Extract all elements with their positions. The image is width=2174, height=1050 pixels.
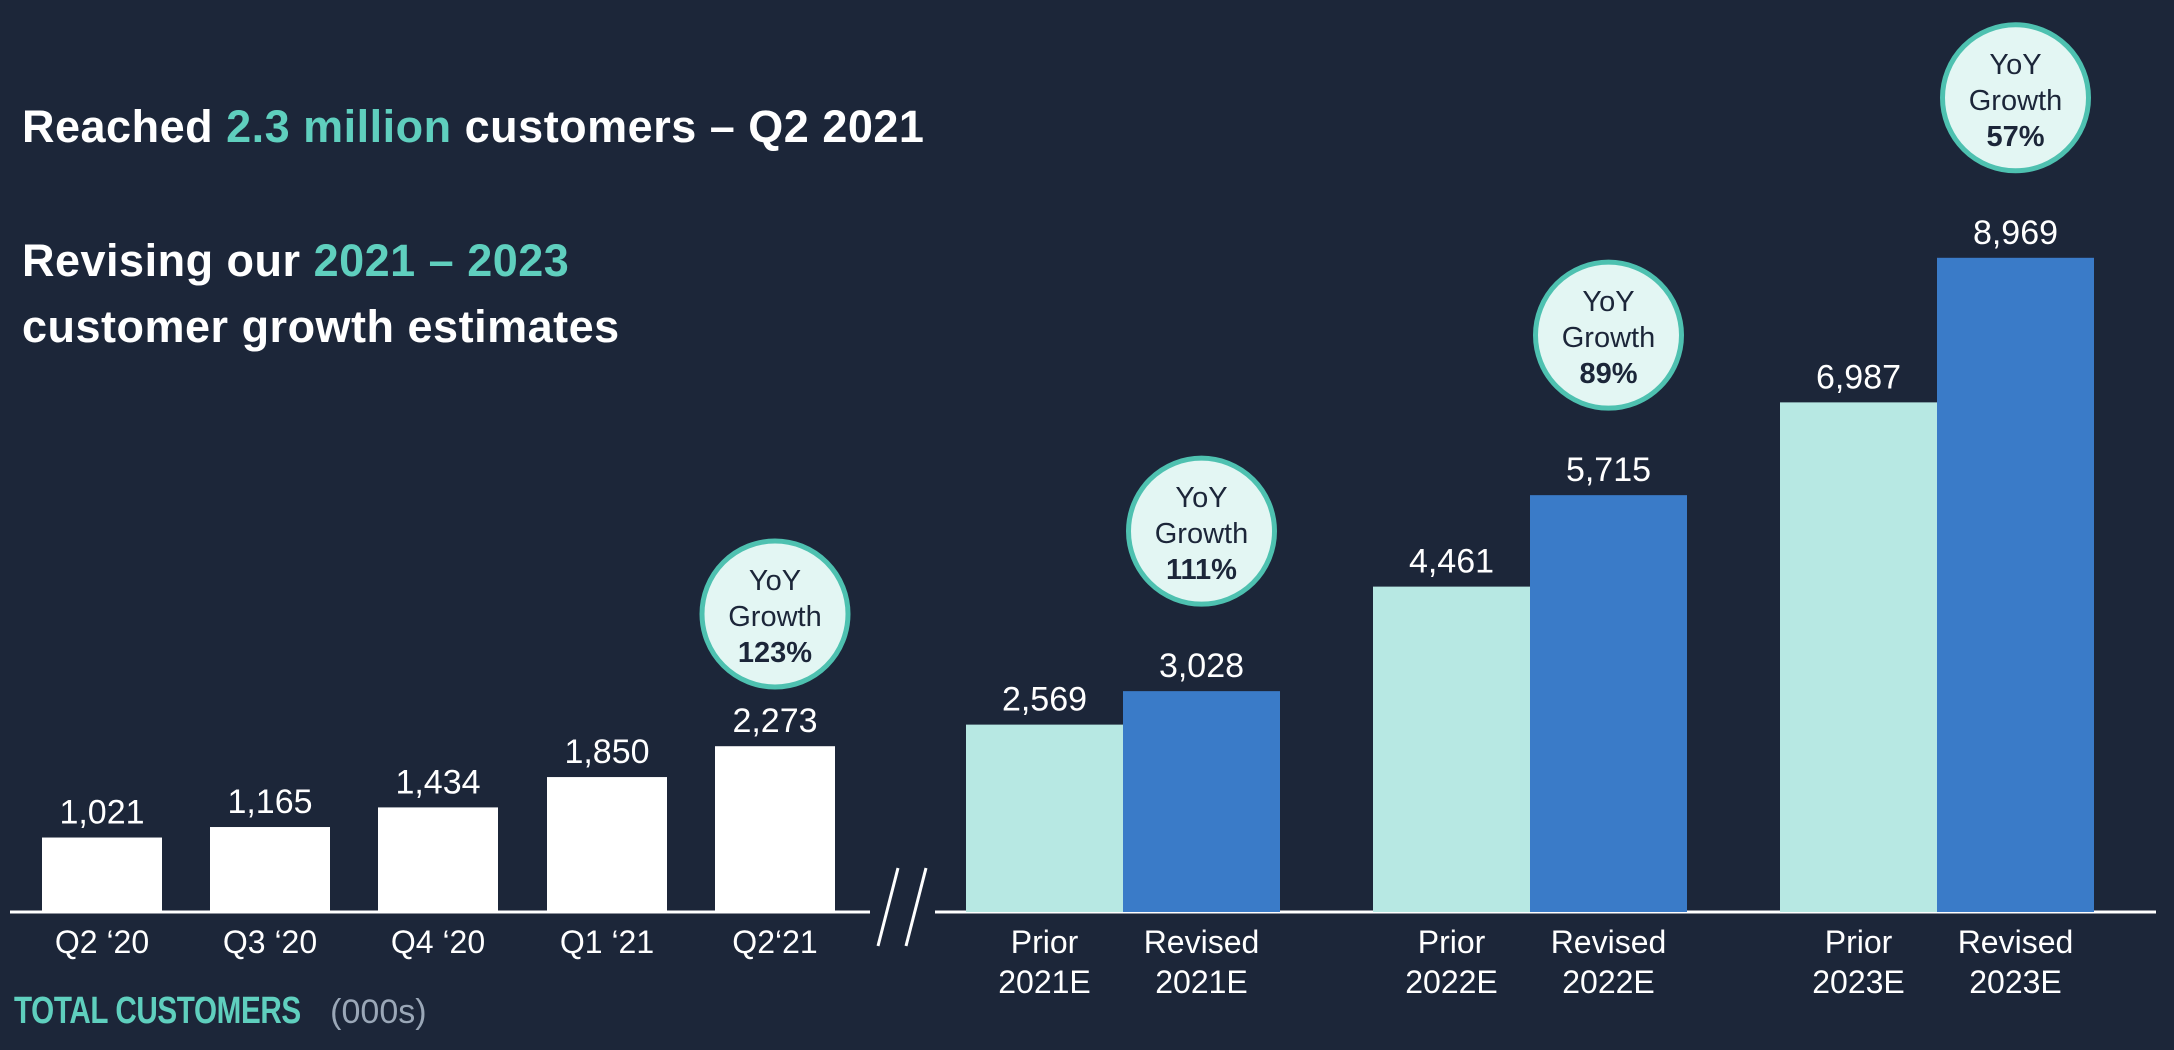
bar-2 [378, 807, 498, 912]
bar-value-label-7-revised: 8,969 [1973, 214, 2058, 252]
x-tick-label-5-revised-2: 2021E [1155, 964, 1248, 1000]
bar-value-label-6-prior: 4,461 [1409, 543, 1494, 581]
yoy-bubble-5-line1: YoY [1175, 482, 1227, 514]
bar-7-prior [1780, 402, 1937, 912]
x-tick-label-0: Q2 ‘20 [55, 924, 149, 960]
footer-label: TOTAL CUSTOMERS [14, 990, 301, 1032]
yoy-bubble-6-line2: Growth [1562, 322, 1655, 354]
bar-value-label-5-prior: 2,569 [1002, 681, 1087, 719]
yoy-bubble-5-line2: Growth [1155, 518, 1248, 550]
yoy-bubble-6-line1: YoY [1582, 286, 1634, 318]
bar-value-label-1: 1,165 [227, 783, 312, 821]
bar-3 [547, 777, 667, 912]
bar-value-label-5-revised: 3,028 [1159, 647, 1244, 685]
footer-units: (000s) [330, 993, 427, 1031]
x-tick-label-6-revised-1: Revised [1551, 924, 1667, 960]
chart-footer: TOTAL CUSTOMERS (000s) [14, 990, 427, 1033]
x-tick-label-6-prior-1: Prior [1418, 924, 1486, 960]
headline-reached-accent: 2.3 million [226, 101, 452, 152]
yoy-bubble-4-circle [699, 538, 851, 690]
bar-4 [715, 746, 835, 912]
x-tick-label-5-revised-1: Revised [1144, 924, 1260, 960]
x-tick-label-5-prior-2: 2021E [998, 964, 1091, 1000]
x-tick-label-7-prior-1: Prior [1825, 924, 1893, 960]
bar-5-revised [1123, 691, 1280, 912]
axis-break-mark-2 [904, 867, 928, 947]
bar-value-label-4: 2,273 [732, 702, 817, 740]
headline-reached-pre: Reached [22, 101, 227, 152]
yoy-bubble-7-line1: YoY [1989, 49, 2041, 81]
bar-value-label-2: 1,434 [395, 763, 480, 801]
x-tick-label-7-revised-1: Revised [1958, 924, 2074, 960]
headline-reached: Reached 2.3 million customers – Q2 2021 [22, 94, 924, 160]
axis-break-mark-1 [876, 867, 900, 947]
bar-value-label-0: 1,021 [59, 794, 144, 832]
yoy-bubble-4-line1: YoY [749, 565, 801, 597]
bar-6-revised [1530, 495, 1687, 912]
headline-revising-accent: 2021 – 2023 [313, 235, 570, 286]
x-tick-label-5-prior-1: Prior [1011, 924, 1079, 960]
x-tick-label-7-prior-2: 2023E [1812, 964, 1905, 1000]
x-tick-label-4: Q2‘21 [732, 924, 817, 960]
bar-5-prior [966, 724, 1123, 912]
headline-reached-post: customers – Q2 2021 [451, 101, 925, 152]
yoy-bubble-4-line2: Growth [728, 601, 821, 633]
yoy-bubble-6-circle [1533, 259, 1684, 411]
x-tick-label-6-prior-2: 2022E [1405, 964, 1498, 1000]
yoy-bubble-4-pct: 123% [738, 637, 812, 669]
yoy-bubble-7-line2: Growth [1969, 85, 2062, 117]
headline-revising-line2: customer growth estimates [22, 301, 620, 352]
bar-7-revised [1937, 257, 2094, 912]
bar-1 [210, 827, 330, 912]
yoy-bubble-6-pct: 89% [1579, 358, 1637, 390]
bar-0 [42, 837, 162, 912]
bar-value-label-3: 1,850 [564, 733, 649, 771]
headline-revising-pre: Revising our [22, 235, 314, 286]
yoy-bubble-5-pct: 111% [1166, 554, 1237, 586]
x-tick-label-1: Q3 ‘20 [223, 924, 317, 960]
bar-6-prior [1373, 586, 1530, 912]
yoy-bubble-7-circle [1940, 22, 2091, 174]
bar-value-label-7-prior: 6,987 [1816, 358, 1901, 396]
bar-value-label-6-revised: 5,715 [1566, 451, 1651, 489]
yoy-bubble-7-pct: 57% [1986, 121, 2044, 153]
x-tick-label-7-revised-2: 2023E [1969, 964, 2062, 1000]
x-tick-label-6-revised-2: 2022E [1562, 964, 1655, 1000]
x-tick-label-3: Q1 ‘21 [560, 924, 654, 960]
headline-revising: Revising our 2021 – 2023 customer growth… [22, 228, 620, 360]
x-tick-label-2: Q4 ‘20 [391, 924, 485, 960]
yoy-bubble-5-circle [1126, 455, 1277, 607]
